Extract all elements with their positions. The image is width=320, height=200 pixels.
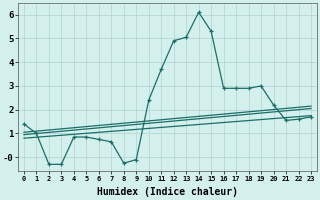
X-axis label: Humidex (Indice chaleur): Humidex (Indice chaleur)	[97, 187, 238, 197]
